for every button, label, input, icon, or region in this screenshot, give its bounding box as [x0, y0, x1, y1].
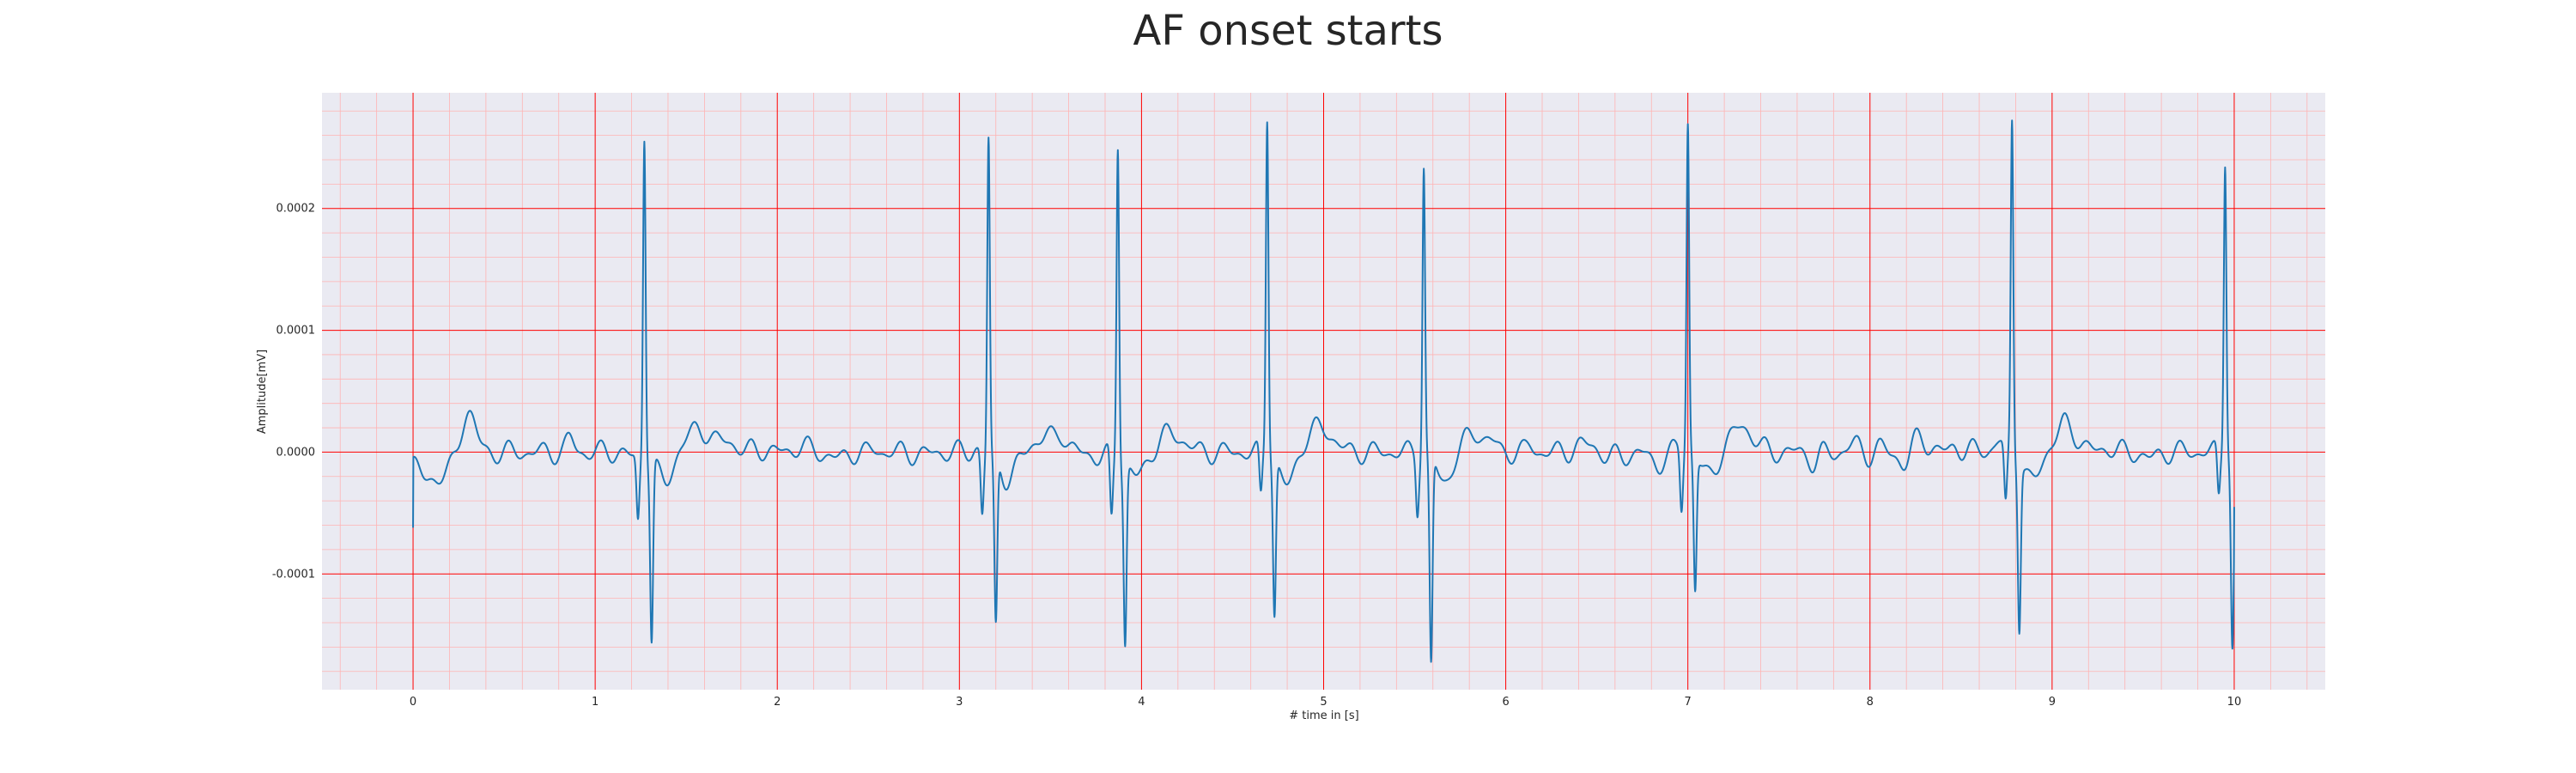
- y-axis-ticks: -0.0001 0.0000 0.0001 0.0002: [272, 203, 315, 581]
- x-tick-label: 0: [410, 696, 416, 709]
- x-tick-label: 5: [1320, 696, 1327, 709]
- x-tick-label: 2: [774, 696, 781, 709]
- y-tick-label: -0.0001: [272, 568, 315, 581]
- x-axis-ticks: 0 1 2 3 4 5 6 7 8 9 10: [410, 696, 2241, 709]
- ecg-series-line: [412, 119, 2235, 663]
- x-tick-label: 8: [1867, 696, 1874, 709]
- x-tick-label: 10: [2227, 696, 2242, 709]
- y-axis-label: Amplitude[mV]: [256, 350, 269, 434]
- y-tick-label: 0.0002: [276, 203, 316, 216]
- y-tick-label: 0.0000: [276, 446, 316, 459]
- x-tick-label: 1: [592, 696, 598, 709]
- x-tick-label: 6: [1502, 696, 1509, 709]
- major-grid: [322, 93, 2325, 690]
- x-axis-label: # time in [s]: [1289, 709, 1358, 722]
- x-tick-label: 3: [956, 696, 963, 709]
- x-tick-label: 7: [1685, 696, 1692, 709]
- x-tick-label: 9: [2049, 696, 2056, 709]
- x-tick-label: 4: [1138, 696, 1145, 709]
- y-tick-label: 0.0001: [276, 325, 316, 338]
- chart-title: AF onset starts: [1133, 7, 1443, 55]
